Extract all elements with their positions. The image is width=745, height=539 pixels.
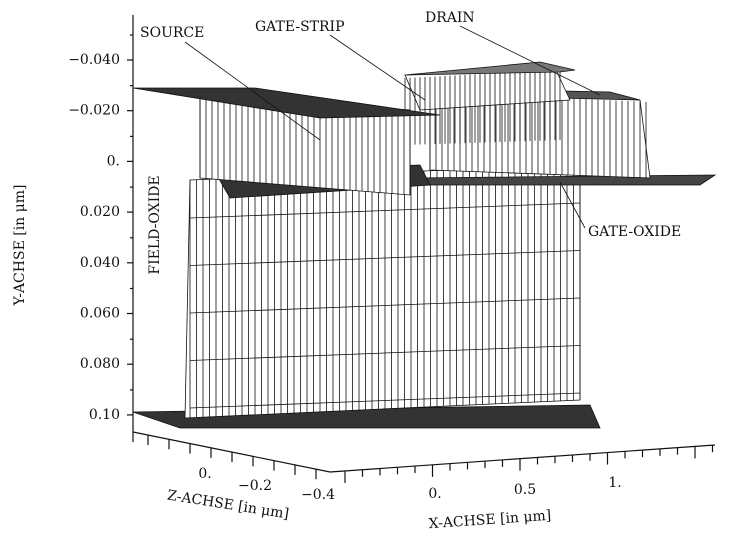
surface	[404, 61, 576, 76]
y-tick-label: 0.	[107, 153, 120, 169]
leader-line	[184, 41, 321, 141]
leader-line	[559, 181, 586, 229]
wireframe	[132, 61, 717, 429]
leader-line	[459, 25, 601, 96]
annotation: SOURCE	[140, 25, 204, 41]
wire	[189, 345, 581, 361]
wire	[189, 392, 581, 409]
y-axis-title: Y-ACHSE [in μm]	[12, 185, 28, 307]
y-tick-label: 0.020	[80, 204, 120, 220]
annotation: DRAIN	[425, 10, 475, 26]
x-axis-line	[329, 444, 716, 473]
x-tick-label: 0.	[428, 486, 441, 502]
y-tick-label: 0.040	[80, 255, 120, 271]
surface	[184, 164, 581, 419]
y-tick-label: 0.060	[80, 306, 120, 322]
wire	[189, 297, 581, 314]
x-tick-label: 1.	[608, 475, 621, 491]
wire	[189, 250, 581, 266]
annotation: GATE-STRIP	[255, 19, 345, 35]
z-tick-label: 0.	[198, 466, 211, 482]
y-tick-label: −0.040	[68, 52, 120, 68]
x-axis-title: X-ACHSE [in μm]	[428, 508, 552, 533]
surface	[132, 87, 441, 119]
y-tick-label: 0.080	[80, 356, 120, 372]
wire	[189, 202, 581, 219]
z-axis-line	[132, 431, 331, 473]
y-tick-label: 0.10	[89, 407, 120, 423]
leader-line	[329, 34, 426, 101]
annotation: FIELD-OXIDE	[147, 175, 163, 274]
z-tick-label: −0.2	[238, 478, 272, 494]
y-tick-label: −0.020	[68, 103, 120, 119]
annotation: GATE-OXIDE	[588, 224, 681, 240]
x-tick-label: 0.5	[514, 482, 536, 498]
z-tick-label: −0.4	[301, 487, 335, 503]
